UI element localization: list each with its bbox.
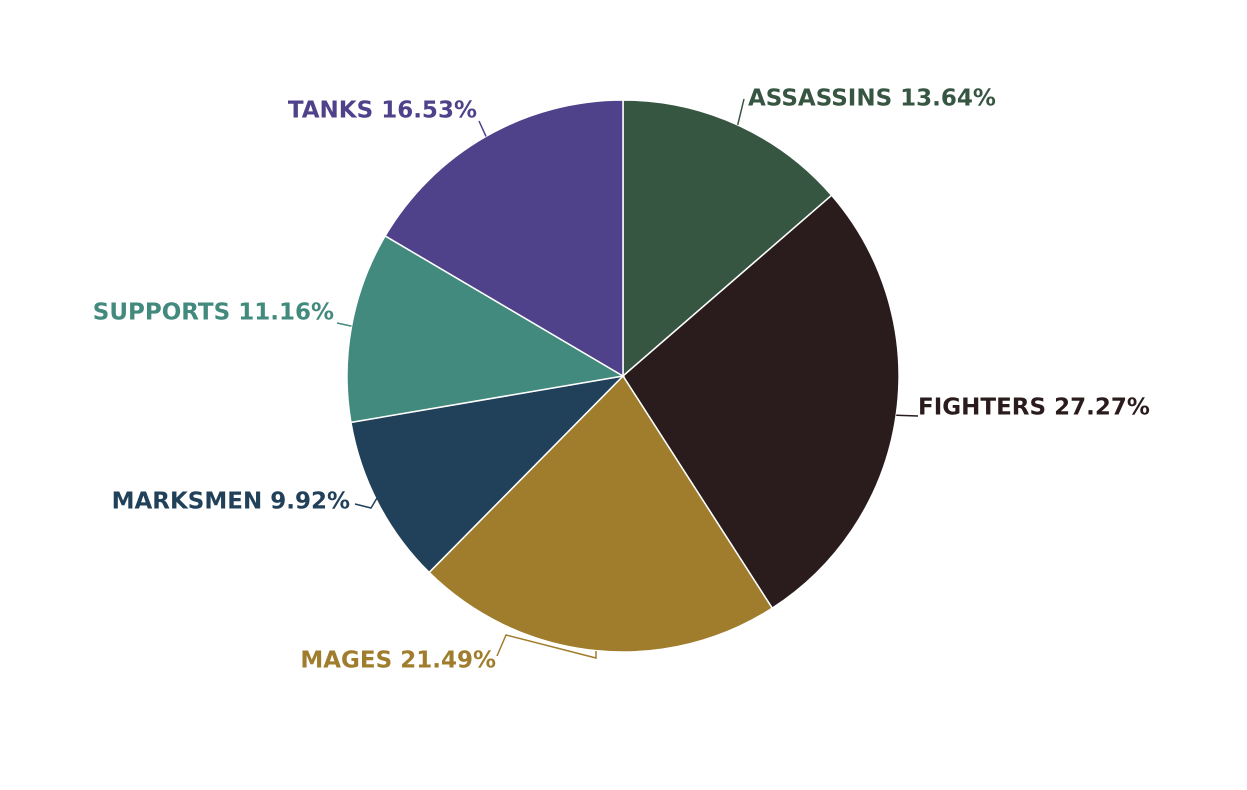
slice-label-mages: MAGES 21.49% <box>300 648 496 674</box>
slices-layer <box>346 99 900 653</box>
leader-line-tanks <box>478 120 487 137</box>
slice-label-assassins: ASSASSINS 13.64% <box>748 86 996 112</box>
pie-slice-assassins[interactable] <box>622 99 833 378</box>
pie-slice-fighters[interactable] <box>622 194 900 610</box>
pie-slice-marksmen[interactable] <box>350 374 626 574</box>
leader-line-supports <box>336 322 352 327</box>
leader-line-assassins <box>736 98 745 126</box>
pie-slice-supports[interactable] <box>346 234 626 424</box>
labels-layer: ASSASSINS 13.64% FIGHTERS 27.27% MAGES 21.… <box>93 86 1150 674</box>
slice-label-fighters: FIGHTERS 27.27% <box>918 395 1150 421</box>
slice-label-marksmen: MARKSMEN 9.92% <box>112 489 350 515</box>
leader-line-fighters <box>896 414 919 417</box>
slice-label-tanks: TANKS 16.53% <box>288 98 477 124</box>
pie-slice-mages[interactable] <box>428 374 774 653</box>
leader-line-mages <box>496 634 597 659</box>
slice-label-supports: SUPPORTS 11.16% <box>93 300 334 326</box>
leader-line-marksmen <box>354 497 378 509</box>
pie-slice-tanks[interactable] <box>384 99 624 378</box>
leader-lines-layer <box>336 98 919 659</box>
